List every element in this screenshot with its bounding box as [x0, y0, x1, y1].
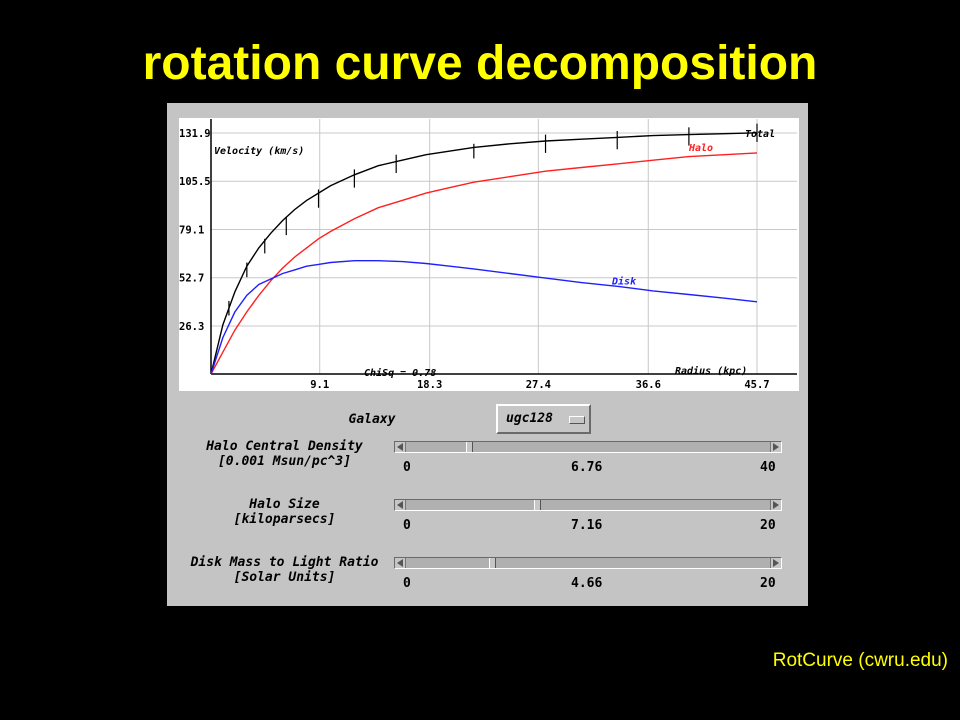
- rotation-curve-chart: 131.9 105.5 79.1 52.7 26.3 9.1 18.3 27.4 36.6 45…: [179, 118, 799, 391]
- slider-label-units: [kiloparsecs]: [233, 512, 336, 527]
- x-tick-label: 27.4: [526, 379, 551, 391]
- slider-current-value: 6.76: [571, 460, 603, 475]
- y-axis-label: Velocity (km/s): [214, 145, 304, 157]
- dropdown-indicator-icon: [569, 416, 585, 424]
- slider-thumb[interactable]: [489, 558, 497, 568]
- slider-thumb[interactable]: [466, 442, 474, 452]
- slider-min-value: 0: [403, 460, 411, 475]
- plot-area: [179, 118, 799, 391]
- slider-right-arrow-icon[interactable]: [770, 558, 781, 568]
- y-tick-label: 131.9: [179, 128, 211, 140]
- chart-error-bars: [228, 123, 758, 316]
- galaxy-select[interactable]: ugc128: [496, 404, 591, 434]
- x-tick-labels: 9.1 18.3 27.4 36.6 45.7: [310, 379, 769, 391]
- slider-label-line1: Halo Central Density: [206, 439, 363, 454]
- y-tick-labels: 131.9 105.5 79.1 52.7 26.3: [179, 128, 211, 333]
- slider-label: Halo Size [kiloparsecs]: [177, 497, 392, 527]
- slider-min-value: 0: [403, 518, 411, 533]
- slider-thumb[interactable]: [533, 500, 541, 510]
- x-tick-label: 36.6: [636, 379, 661, 391]
- y-tick-label: 26.3: [179, 321, 204, 333]
- y-tick-label: 105.5: [179, 176, 211, 188]
- x-tick-label: 45.7: [744, 379, 769, 391]
- slider-left-arrow-icon[interactable]: [395, 442, 406, 452]
- chart-grid: [211, 119, 797, 374]
- series-label-disk: Disk: [611, 275, 637, 287]
- series-line-disk: [210, 259, 758, 375]
- series-labels: Total Halo Disk: [611, 129, 775, 287]
- slider-left-arrow-icon[interactable]: [395, 500, 406, 510]
- galaxy-select-value: ugc128: [506, 411, 553, 426]
- slider-label-line1: Halo Size: [249, 497, 320, 512]
- slider-label-line1: Disk Mass to Light Ratio: [190, 555, 379, 570]
- x-tick-label: 9.1: [310, 379, 329, 391]
- x-tick-label: 18.3: [417, 379, 442, 391]
- series-label-total: Total: [745, 129, 775, 140]
- x-axis-label: Radius (kpc): [675, 365, 747, 377]
- chisq-annotation: ChiSq = 0.78: [364, 367, 436, 379]
- slider-right-arrow-icon[interactable]: [770, 500, 781, 510]
- parameter-slider[interactable]: [394, 441, 782, 453]
- slider-current-value: 4.66: [571, 576, 603, 591]
- galaxy-label: Galaxy: [348, 412, 396, 427]
- slider-max-value: 20: [760, 518, 776, 533]
- slider-label: Halo Central Density [0.001 Msun/pc^3]: [177, 439, 392, 469]
- slider-current-value: 7.16: [571, 518, 603, 533]
- parameter-slider[interactable]: [394, 557, 782, 569]
- slider-max-value: 40: [760, 460, 776, 475]
- slider-label-units: [0.001 Msun/pc^3]: [217, 454, 352, 469]
- slider-min-value: 0: [403, 576, 411, 591]
- slider-max-value: 20: [760, 576, 776, 591]
- y-tick-label: 52.7: [179, 273, 204, 285]
- slider-left-arrow-icon[interactable]: [395, 558, 406, 568]
- series-line-halo: [210, 152, 758, 375]
- chart-axes: [210, 119, 797, 375]
- slider-label: Disk Mass to Light Ratio [Solar Units]: [177, 555, 392, 585]
- rotcurve-applet: 131.9 105.5 79.1 52.7 26.3 9.1 18.3 27.4 36.6 45…: [167, 103, 808, 606]
- source-credit: RotCurve (cwru.edu): [772, 650, 948, 671]
- parameter-slider[interactable]: [394, 499, 782, 511]
- series-label-halo: Halo: [688, 143, 713, 154]
- slider-label-units: [Solar Units]: [233, 570, 336, 585]
- slide-title: rotation curve decomposition: [142, 37, 818, 90]
- y-tick-label: 79.1: [179, 224, 204, 236]
- slider-right-arrow-icon[interactable]: [770, 442, 781, 452]
